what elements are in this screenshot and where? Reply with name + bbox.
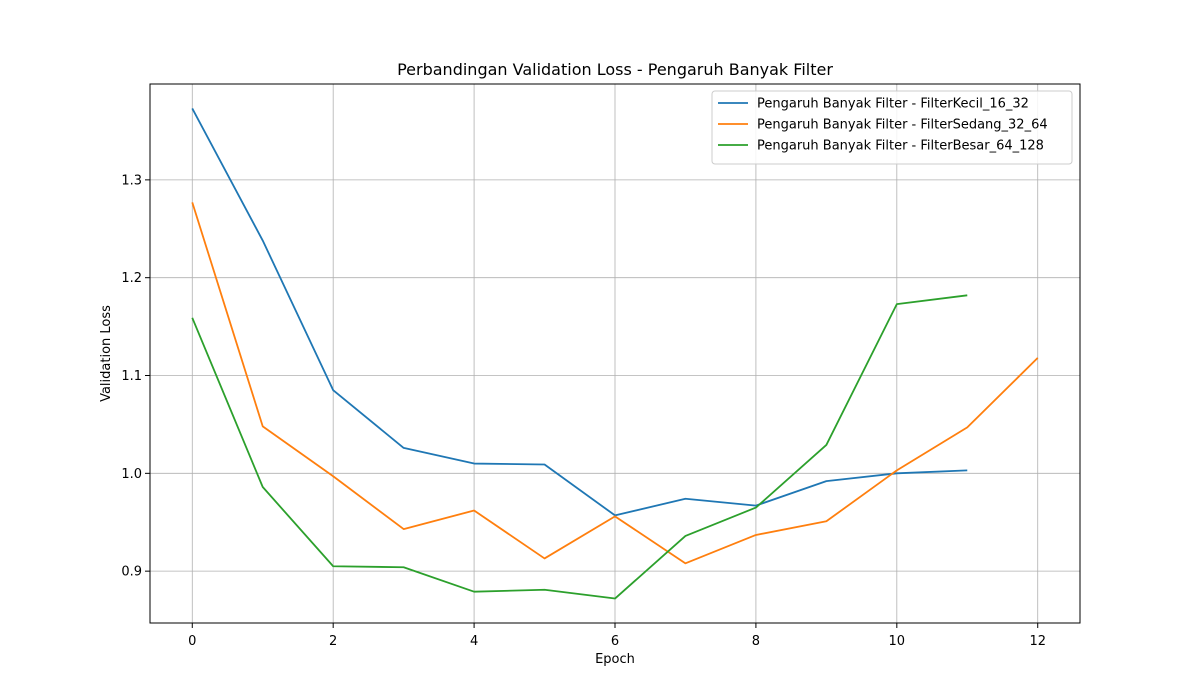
y-tick-label: 1.3 (121, 173, 142, 188)
y-axis-label: Validation Loss (99, 305, 114, 402)
series-line-2 (191, 202, 1039, 565)
x-tick-label: 2 (329, 634, 337, 649)
y-tick-label: 1.0 (121, 467, 142, 482)
x-axis-label: Epoch (595, 652, 635, 667)
x-tick-label: 10 (889, 634, 906, 649)
x-tick-label: 12 (1029, 634, 1046, 649)
legend-label: Pengaruh Banyak Filter - FilterBesar_64_… (757, 139, 1044, 154)
y-tick-label: 0.9 (121, 565, 142, 580)
legend-label: Pengaruh Banyak Filter - FilterKecil_16_… (757, 97, 1029, 112)
y-tick-label: 1.2 (121, 271, 142, 286)
x-tick-label: 8 (752, 634, 760, 649)
series-lines (191, 108, 1039, 600)
legend-label: Pengaruh Banyak Filter - FilterSedang_32… (757, 118, 1048, 133)
chart-title: Perbandingan Validation Loss - Pengaruh … (397, 60, 833, 79)
series-line-3 (191, 294, 968, 600)
x-tick-label: 6 (611, 634, 619, 649)
legend: Pengaruh Banyak Filter - FilterKecil_16_… (711, 90, 1073, 165)
y-tick-label: 1.1 (121, 369, 142, 384)
x-tick-label: 4 (470, 634, 478, 649)
x-tick-label: 0 (188, 634, 196, 649)
series-line-1 (191, 108, 968, 517)
axis-ticks: 0 2 4 6 8 10 12 0.9 1.0 1.1 1.2 1.3 (121, 173, 1046, 649)
grid-lines (150, 84, 1080, 623)
legend-box (711, 90, 1073, 165)
